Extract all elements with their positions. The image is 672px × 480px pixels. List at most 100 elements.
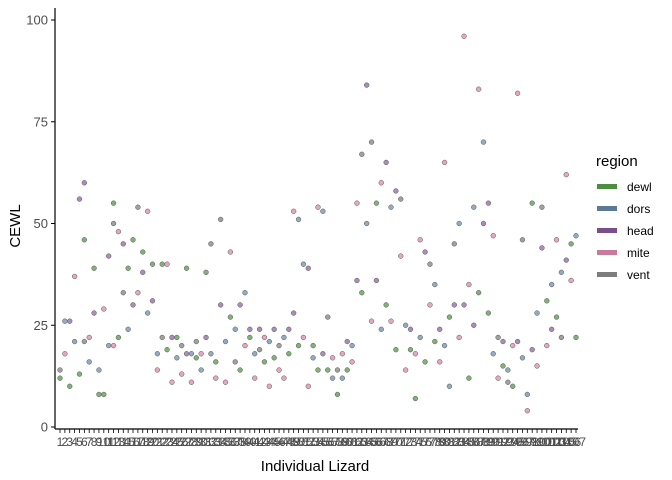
data-point-head <box>256 326 263 332</box>
data-point-vent <box>558 334 565 341</box>
x-tick-label: 100 <box>532 435 552 449</box>
data-point-dewl <box>203 269 209 275</box>
legend-items: dewl dors head mite vent <box>597 180 654 282</box>
x-tick-label: 1 <box>57 435 64 449</box>
x-tick-label: 102 <box>542 435 562 449</box>
x-tick-label: 13 <box>112 435 126 449</box>
x-tick-label: 49 <box>287 435 301 449</box>
data-point-head <box>480 220 487 227</box>
x-tick-label: 37 <box>229 435 243 449</box>
data-point-mite <box>514 90 521 96</box>
data-point-dewl <box>573 334 579 341</box>
data-point-vent <box>505 379 511 385</box>
x-tick-label: 34 <box>214 435 228 449</box>
data-point-dewl <box>422 359 428 365</box>
x-tick-label: 68 <box>379 435 393 449</box>
data-point-head <box>549 326 555 332</box>
data-point-mite <box>71 273 78 280</box>
data-point-mite <box>524 408 530 414</box>
data-point-vent <box>495 334 501 341</box>
x-tick-label: 73 <box>404 435 418 449</box>
data-point-dors <box>456 220 462 227</box>
data-point-mite <box>179 371 185 377</box>
x-tick-label: 105 <box>556 435 576 449</box>
data-point-dors <box>295 216 302 223</box>
data-point-vent <box>451 241 457 247</box>
x-tick-label: 85 <box>462 435 476 449</box>
data-point-dewl <box>544 298 550 304</box>
data-point-head <box>320 351 326 357</box>
legend-label-vent: vent <box>627 268 650 282</box>
data-point-head <box>120 241 126 247</box>
x-tick-label: 70 <box>389 435 403 449</box>
legend-swatch-dewl <box>597 184 617 189</box>
data-point-vent <box>539 204 545 210</box>
data-point-mite <box>534 363 540 369</box>
data-point-dors <box>320 208 326 214</box>
data-point-dors <box>300 261 307 267</box>
data-point-dewl <box>295 342 302 349</box>
data-point-dors <box>242 290 248 296</box>
data-point-dewl <box>125 265 131 271</box>
data-point-mite <box>553 237 560 243</box>
legend: region dewl dors head mite vent <box>596 153 654 282</box>
data-point-head <box>81 180 87 186</box>
x-tick-label: 56 <box>321 435 335 449</box>
data-point-head <box>451 302 457 308</box>
x-tick-label: 40 <box>243 435 257 449</box>
x-tick-label: 92 <box>496 435 510 449</box>
x-tick-label: 51 <box>297 435 311 449</box>
data-point-head <box>422 249 428 255</box>
data-point-dewl <box>393 347 399 353</box>
x-tick-label: 58 <box>331 435 345 449</box>
data-point-dewl <box>286 351 292 357</box>
data-point-vent <box>193 338 199 345</box>
x-tick-label: 99 <box>530 435 544 449</box>
data-point-dewl <box>76 371 83 377</box>
data-point-vent <box>232 359 238 365</box>
data-point-mite <box>495 375 501 381</box>
legend-swatch-mite <box>597 250 617 255</box>
data-point-dors <box>154 351 161 357</box>
data-point-dors <box>480 139 487 145</box>
x-tick-label: 9 <box>96 435 103 449</box>
x-tick-label: 67 <box>375 435 389 449</box>
x-tick-label: 20 <box>146 435 160 449</box>
x-tick-label: 55 <box>316 435 330 449</box>
x-tick-label: 18 <box>136 435 150 449</box>
data-point-mite <box>329 355 336 361</box>
data-point-dors <box>96 367 102 373</box>
data-point-mite <box>86 334 92 341</box>
data-point-dors <box>144 310 151 316</box>
data-point-dewl <box>174 334 180 341</box>
legend-swatch-vent <box>597 272 617 277</box>
x-tick-label: 84 <box>457 435 471 449</box>
x-tick-label: 45 <box>268 435 282 449</box>
x-tick-label: 41 <box>248 435 262 449</box>
x-tick-label: 21 <box>151 435 165 449</box>
legend-label-head: head <box>627 224 654 238</box>
data-point-dors <box>573 233 579 239</box>
data-point-mite <box>475 86 482 92</box>
data-point-mite <box>368 318 375 324</box>
data-point-head <box>461 302 467 308</box>
data-point-head <box>67 318 73 324</box>
legend-label-dors: dors <box>627 202 650 216</box>
data-point-mite <box>164 261 170 267</box>
data-point-mite <box>169 379 175 385</box>
data-point-dewl <box>57 375 63 381</box>
data-point-mite <box>222 379 229 385</box>
data-point-dors <box>198 367 204 373</box>
data-point-dewl <box>91 265 97 271</box>
data-point-dors <box>266 338 272 345</box>
data-point-mite <box>398 253 404 259</box>
x-tick-label: 86 <box>467 435 481 449</box>
data-point-dewl <box>344 367 350 373</box>
x-tick-label: 89 <box>482 435 496 449</box>
x-tick-label: 33 <box>209 435 223 449</box>
legend-swatch-head <box>597 228 617 233</box>
x-tick-label: 97 <box>521 435 535 449</box>
x-tick-label: 32 <box>204 435 218 449</box>
data-point-dewl <box>164 347 170 353</box>
data-point-mite <box>110 342 117 349</box>
